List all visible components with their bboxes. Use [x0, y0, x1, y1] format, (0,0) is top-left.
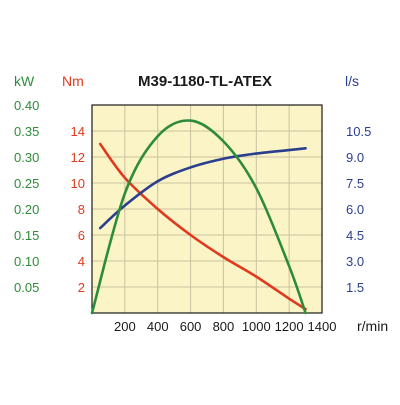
chart-title: M39-1180-TL-ATEX: [138, 73, 272, 90]
nm-tick-label: 10: [71, 176, 85, 191]
ls-axis-unit: l/s: [345, 73, 359, 89]
kw-tick-label: 0.35: [14, 124, 39, 139]
nm-tick-label: 14: [71, 124, 85, 139]
kw-tick-label: 0.10: [14, 254, 39, 269]
x-tick-label: 1400: [308, 319, 337, 334]
kw-axis-unit: kW: [14, 73, 35, 89]
nm-tick-label: 2: [78, 280, 85, 295]
ls-tick-label: 7.5: [346, 176, 364, 191]
ls-tick-label: 3.0: [346, 254, 364, 269]
kw-tick-label: 0.25: [14, 176, 39, 191]
x-tick-label: 400: [147, 319, 169, 334]
x-tick-label: 200: [114, 319, 136, 334]
nm-tick-label: 4: [78, 254, 85, 269]
ls-tick-label: 4.5: [346, 228, 364, 243]
nm-series-line: [98, 142, 307, 311]
ls-tick-label: 9.0: [346, 150, 364, 165]
x-tick-label: 1200: [275, 319, 304, 334]
ls-series-line: [98, 147, 307, 230]
kw-tick-label: 0.40: [14, 98, 39, 113]
x-axis-label: r/min: [357, 318, 388, 334]
x-tick-label: 600: [180, 319, 202, 334]
kw-tick-label: 0.05: [14, 280, 39, 295]
kw-tick-label: 0.20: [14, 202, 39, 217]
x-tick-label: 1000: [242, 319, 271, 334]
x-tick-label: 800: [213, 319, 235, 334]
kw-tick-label: 0.15: [14, 228, 39, 243]
plot-area: 200 400 600 800 1000 1200 1400 0.05 0.10 0.15 0.20…: [14, 98, 371, 334]
ls-tick-label: 6.0: [346, 202, 364, 217]
kw-series-line: [90, 119, 307, 315]
ls-tick-label: 10.5: [346, 124, 371, 139]
ls-tick-label: 1.5: [346, 280, 364, 295]
nm-tick-label: 8: [78, 202, 85, 217]
nm-tick-label: 12: [71, 150, 85, 165]
plot-frame: [91, 104, 323, 314]
kw-tick-label: 0.30: [14, 150, 39, 165]
nm-tick-label: 6: [78, 228, 85, 243]
nm-axis-unit: Nm: [62, 73, 84, 89]
